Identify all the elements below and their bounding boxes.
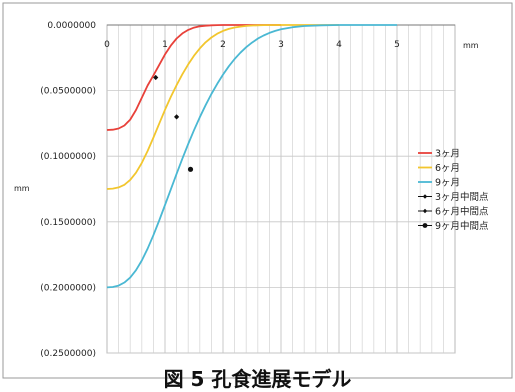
y-unit-label: mm [14,184,30,193]
chart-svg: 0.0000000 (0.0500000) (0.1000000) (0.150000… [2,2,513,379]
x-unit-label: mm [463,41,479,50]
tick-labels: 0.0000000 (0.0500000) (0.1000000) (0.150000… [40,21,400,359]
figure-caption: 図 5 孔食進展モデル [163,367,352,391]
legend-marker [422,194,428,199]
legend-label: 6ヶ月中間点 [435,206,489,218]
y-tick-label: (0.1500000) [40,218,96,228]
legend-label: 3ヶ月 [435,149,460,160]
midpoint-markers [153,74,194,172]
y-tick-label: (0.0500000) [40,87,96,97]
series-line [106,24,397,289]
x-tick-label: 3 [278,40,284,50]
gridlines [106,24,456,354]
x-tick-label: 5 [394,40,400,50]
series-line [106,24,339,190]
x-tick-label: 1 [162,40,168,50]
midpoint-marker [153,74,159,81]
series-lines [106,24,397,289]
legend: 3ヶ月 6ヶ月 9ヶ月 3ヶ月中間点 6ヶ月中間点 9ヶ月中間点 [418,149,489,232]
legend-label: 6ヶ月 [435,163,460,174]
legend-label: 9ヶ月 [435,178,460,189]
legend-marker [422,223,428,228]
midpoint-marker [174,114,180,120]
y-tick-label: (0.2500000) [40,349,96,359]
y-tick-label: 0.0000000 [47,21,96,31]
series-line [106,24,281,131]
legend-label: 3ヶ月中間点 [435,191,489,203]
y-tick-label: (0.1000000) [40,152,96,162]
x-tick-label: 0 [104,40,110,50]
midpoint-marker [187,166,194,172]
x-tick-label: 2 [220,40,226,50]
x-tick-label: 4 [336,40,342,50]
legend-marker [422,208,428,214]
y-tick-label: (0.2000000) [40,283,96,293]
legend-label: 9ヶ月中間点 [435,220,489,232]
